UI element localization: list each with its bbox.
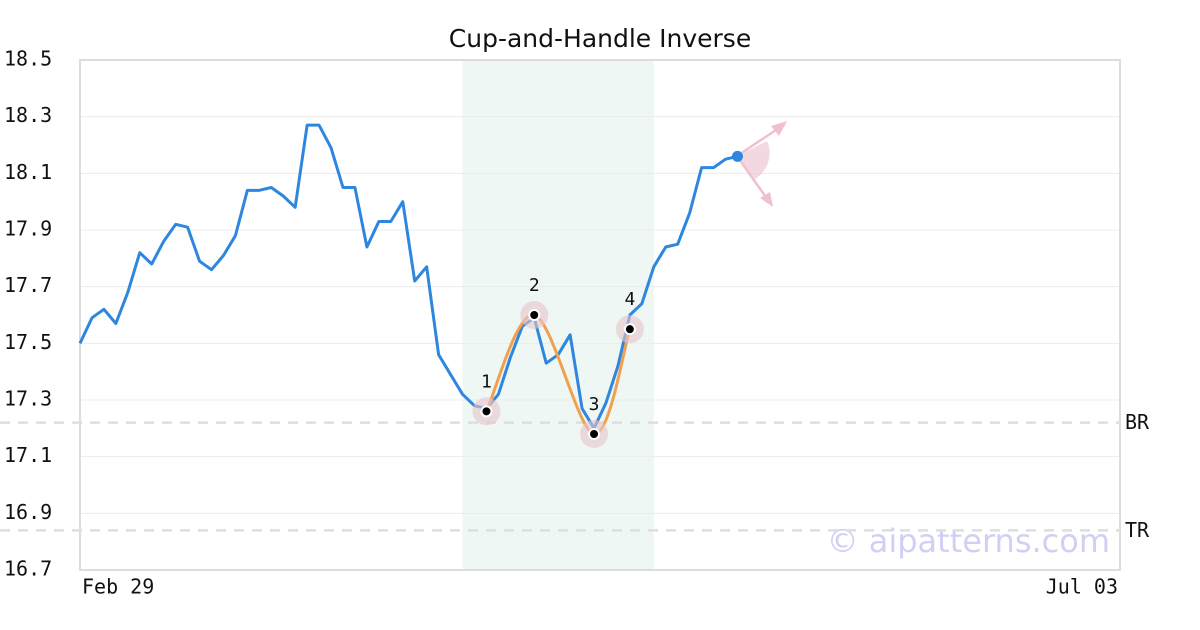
arrow-head <box>771 121 787 136</box>
level-label: TR <box>1125 518 1150 542</box>
chart-title: Cup-and-Handle Inverse <box>449 24 751 53</box>
y-tick-label: 16.9 <box>4 500 52 524</box>
y-tick-label: 17.7 <box>4 273 52 297</box>
pivot-label: 1 <box>481 371 492 392</box>
y-tick-label: 18.5 <box>4 47 52 71</box>
pivot-point <box>623 323 636 336</box>
direction-arrow <box>735 155 772 204</box>
direction-indicator <box>735 121 787 207</box>
x-tick-label: Jul 03 <box>1046 575 1118 599</box>
pivot-point <box>588 428 601 440</box>
y-tick-label: 17.3 <box>4 387 52 411</box>
x-tick-label: Feb 29 <box>82 575 154 599</box>
pivot-point <box>480 405 493 418</box>
pivot-label: 3 <box>589 394 600 415</box>
pivot-label: 4 <box>624 289 635 310</box>
y-tick-label: 17.9 <box>4 217 52 241</box>
y-tick-label: 18.1 <box>4 160 52 184</box>
pattern-line <box>485 313 632 436</box>
y-tick-label: 18.3 <box>4 103 52 127</box>
arrow-head <box>760 192 773 207</box>
plot-border <box>79 59 1121 571</box>
pivot-label: 2 <box>529 275 540 296</box>
watermark: © aipatterns.com <box>827 522 1110 560</box>
pivot-point <box>528 309 541 321</box>
direction-sector <box>737 141 770 179</box>
y-tick-label: 17.1 <box>4 443 52 467</box>
y-tick-label: 17.5 <box>4 330 52 354</box>
pattern-region <box>462 60 654 570</box>
level-label: BR <box>1125 410 1150 434</box>
last-point <box>731 150 743 162</box>
y-tick-label: 16.7 <box>4 557 52 581</box>
plot-background <box>80 59 1120 571</box>
